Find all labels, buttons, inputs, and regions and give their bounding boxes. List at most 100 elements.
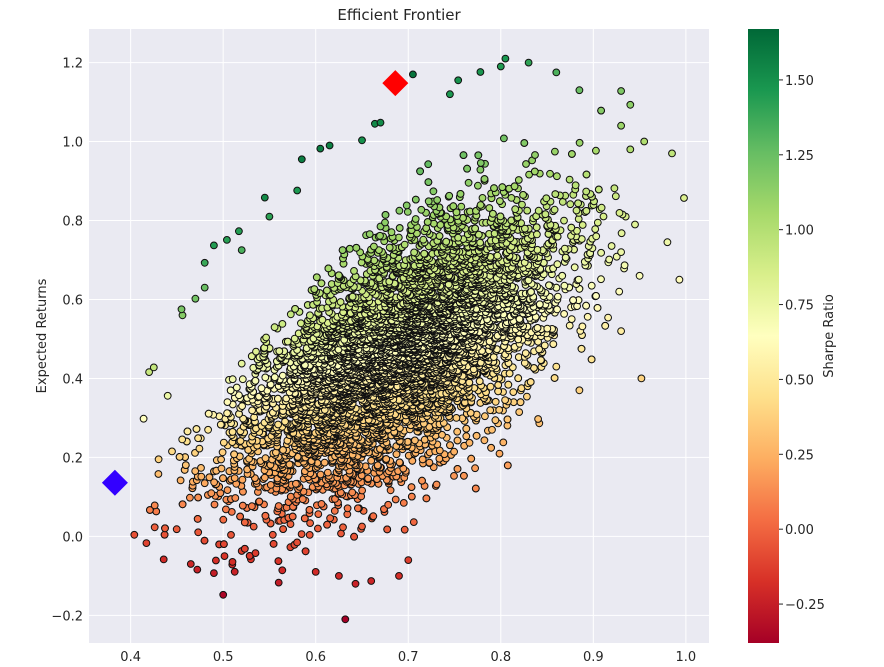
portfolio-point (453, 465, 462, 473)
portfolio-point (317, 500, 326, 508)
portfolio-point (462, 424, 471, 433)
portfolio-point (149, 363, 158, 372)
portfolio-point (274, 557, 283, 565)
portfolio-point (223, 486, 232, 495)
portfolio-point (422, 494, 431, 503)
portfolio-point (587, 355, 596, 364)
portfolio-point (446, 441, 454, 450)
portfolio-point (509, 388, 518, 397)
portfolio-point (514, 335, 523, 344)
portfolio-point (274, 578, 283, 587)
portfolio-point (491, 397, 500, 406)
portfolio-point (269, 540, 278, 548)
portfolio-point (534, 415, 542, 423)
portfolio-point (409, 518, 418, 526)
portfolio-point (549, 340, 558, 349)
portfolio-point (411, 436, 419, 445)
portfolio-point (194, 528, 203, 537)
portfolio-point (197, 464, 205, 472)
portfolio-point (236, 512, 245, 521)
portfolio-point (343, 504, 352, 513)
portfolio-point (369, 512, 378, 521)
portfolio-point (301, 547, 310, 556)
portfolio-point (488, 425, 496, 434)
portfolio-point (521, 349, 530, 358)
portfolio-point (161, 524, 169, 533)
portfolio-point (335, 572, 343, 580)
portfolio-point (407, 492, 416, 501)
portfolio-point (172, 525, 181, 534)
portfolio-point (142, 539, 151, 547)
portfolio-point (150, 501, 159, 510)
portfolio-point (354, 504, 362, 513)
portfolio-point (150, 523, 159, 532)
portfolio-point (481, 412, 489, 421)
portfolio-point (330, 507, 339, 515)
portfolio-point (432, 480, 441, 489)
portfolio-point (577, 344, 586, 353)
portfolio-point (257, 384, 266, 393)
portfolio-point (526, 378, 535, 386)
portfolio-point (537, 356, 545, 365)
portfolio-point (238, 402, 247, 411)
portfolio-point (523, 392, 531, 401)
portfolio-point (515, 408, 524, 417)
portfolio-point (348, 488, 357, 497)
portfolio-point (320, 458, 329, 467)
portfolio-point (475, 377, 484, 386)
portfolio-point (200, 536, 209, 545)
portfolio-point (210, 500, 219, 509)
portfolio-point (159, 555, 168, 564)
portfolio-point (552, 362, 561, 371)
portfolio-point (216, 420, 225, 429)
portfolio-point (230, 474, 239, 483)
portfolio-point (408, 456, 417, 465)
portfolio-point (279, 525, 288, 533)
portfolio-point (293, 538, 302, 547)
portfolio-point (193, 565, 202, 574)
portfolio-point (237, 359, 246, 368)
portfolio-point (575, 386, 584, 395)
portfolio-point (292, 479, 300, 488)
portfolio-point (487, 443, 496, 452)
portfolio-point (395, 458, 404, 467)
portfolio-point (341, 615, 350, 624)
portfolio-point (272, 448, 280, 457)
portfolio-point (183, 427, 192, 436)
portfolio-point (486, 406, 495, 415)
portfolio-point (314, 510, 323, 518)
portfolio-point (219, 438, 228, 447)
portfolio-point (146, 506, 154, 514)
portfolio-point (383, 525, 392, 534)
portfolio-point (314, 524, 322, 533)
portfolio-point (178, 435, 187, 444)
portfolio-points (130, 54, 688, 624)
portfolio-point (386, 486, 395, 495)
portfolio-point (382, 455, 391, 463)
portfolio-point (453, 427, 462, 436)
portfolio-point (194, 434, 203, 443)
portfolio-point (460, 471, 468, 480)
portfolio-point (194, 493, 203, 502)
portfolio-point (514, 374, 523, 383)
portfolio-point (204, 425, 213, 434)
portfolio-point (300, 514, 309, 523)
portfolio-point (637, 374, 646, 383)
portfolio-point (392, 450, 401, 459)
portfolio-point (274, 502, 283, 510)
portfolio-point (297, 530, 306, 538)
portfolio-point (305, 506, 314, 514)
portfolio-point (204, 409, 213, 418)
portfolio-point (404, 556, 413, 564)
portfolio-point (395, 572, 403, 580)
portfolio-point (240, 518, 249, 527)
portfolio-point (462, 432, 471, 441)
portfolio-point (248, 502, 256, 511)
portfolio-point (323, 520, 332, 529)
portfolio-point (251, 376, 260, 385)
portfolio-point (384, 500, 393, 509)
portfolio-point (501, 396, 510, 405)
portfolio-point (186, 560, 195, 568)
portfolio-point (471, 464, 480, 473)
portfolio-point (212, 556, 220, 565)
